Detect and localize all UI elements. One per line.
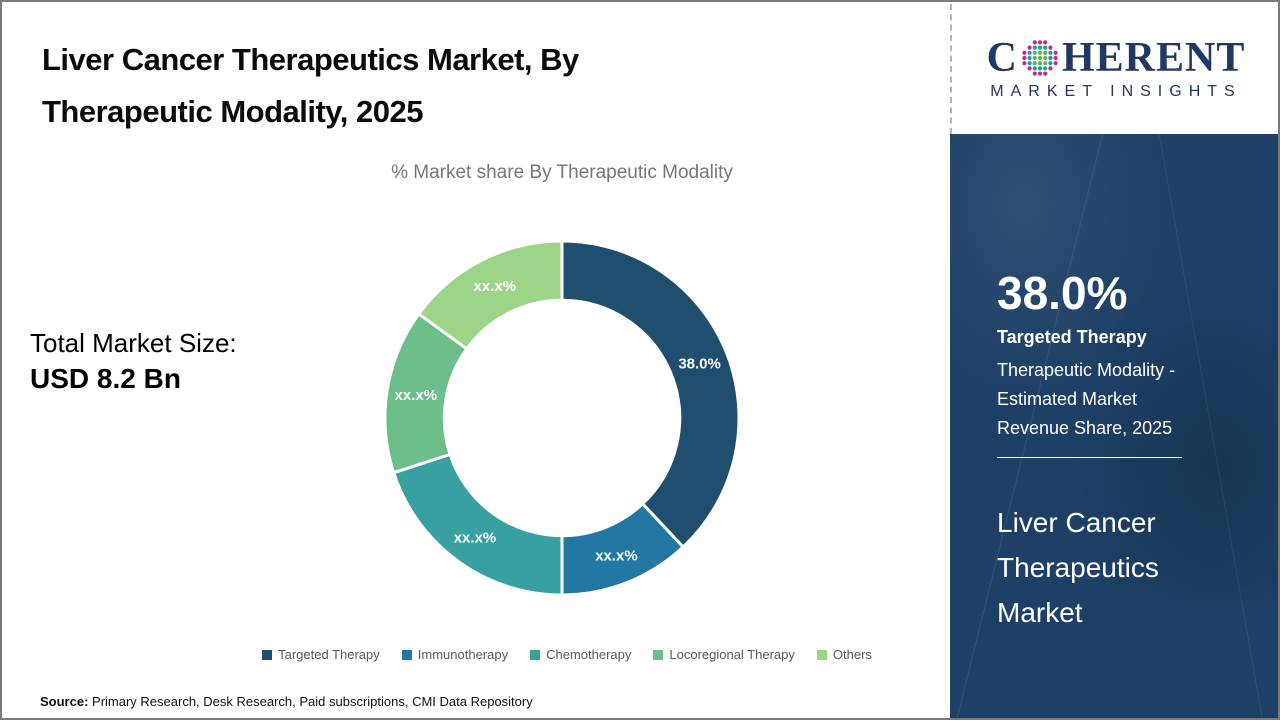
donut-chart: 38.0% xx.x% xx.x% xx.x% xx.x% [367,223,757,613]
segment-data-label: xx.x% [454,530,497,547]
source-line: Source: Primary Research, Desk Research,… [40,694,533,709]
globe-dot [1022,50,1027,55]
globe-dot [1048,66,1053,71]
company-logo: C HERENT MARKET INSIGHTS [950,4,1278,134]
globe-dot [1027,61,1032,66]
legend-swatch [653,649,664,660]
globe-dot [1037,55,1043,61]
globe-dot [1032,40,1037,45]
total-market-size-block: Total Market Size: USD 8.2 Bn [30,326,237,398]
segment-data-label: xx.x% [395,387,438,404]
globe-dot [1022,61,1027,66]
segment-data-label: xx.x% [474,278,517,295]
source-text: Primary Research, Desk Research, Paid su… [88,694,533,709]
globe-dot [1053,50,1058,55]
globe-dot [1053,55,1058,61]
segment-data-label: xx.x% [595,548,638,565]
globe-dot [1032,61,1037,66]
highlight-stat-value: 38.0% [997,267,1128,319]
total-market-size-label: Total Market Size: [30,328,237,358]
globe-dot [1048,55,1053,61]
globe-dot [1027,66,1032,71]
report-market-name: Liver Cancer Therapeutics Market [997,507,1159,628]
donut-segment-others [416,239,564,351]
legend-swatch [401,649,412,660]
legend-swatch [262,649,273,660]
logo-letter-c: C [986,35,1018,81]
globe-dot [1027,45,1032,50]
globe-dot [1037,61,1043,66]
page-title: Liver Cancer Therapeutics Market, By The… [42,42,579,129]
donut-segment-chemotherapy [391,452,564,597]
globe-dot [1043,66,1048,71]
highlight-stat-title: Targeted Therapy [997,327,1147,347]
legend-label: Targeted Therapy [278,647,380,662]
map-texture [950,134,1180,414]
highlight-stat-description: Therapeutic Modality - Estimated Market … [997,360,1176,438]
donut-chart-svg: 38.0% xx.x% xx.x% xx.x% xx.x% [383,239,741,597]
globe-dot [1022,55,1027,61]
legend-label: Locoregional Therapy [669,647,795,662]
legend-label: Others [832,647,872,662]
logo-wordmark: C HERENT [987,37,1246,79]
donut-segment-targeted-therapy [560,239,741,550]
total-market-size-value: USD 8.2 Bn [30,363,181,394]
globe-dot [1032,55,1037,61]
globe-dot [1032,50,1037,55]
legend-item-locoregional-therapy: Locoregional Therapy [653,647,795,662]
legend-item-others: Others [816,647,872,662]
globe-dots-icon [1022,40,1058,76]
highlight-sidebar: 38.0% Targeted Therapy Therapeutic Modal… [950,134,1278,718]
segment-data-label: 38.0% [678,356,721,373]
globe-dot [1027,50,1032,55]
divider-line [997,457,1182,458]
map-texture [1060,260,1278,600]
legend-label: Chemotherapy [546,647,632,662]
legend-item-targeted-therapy: Targeted Therapy [262,647,380,662]
globe-dot [1048,45,1053,50]
globe-dot [1043,45,1048,50]
source-label: Source: [40,694,89,709]
chart-subtitle: % Market share By Therapeutic Modality [391,162,733,183]
globe-dot [1043,40,1048,45]
legend-swatch [530,649,541,660]
globe-dot [1043,55,1048,61]
globe-dot [1037,40,1043,45]
globe-dot [1032,45,1037,50]
globe-dot [1043,50,1048,55]
legend-item-immunotherapy: Immunotherapy [401,647,509,662]
globe-dot [1032,66,1037,71]
globe-dot [1053,61,1058,66]
globe-dot [1048,50,1053,55]
globe-dot [1043,71,1048,76]
legend-label: Immunotherapy [417,647,509,662]
globe-dot [1032,71,1037,76]
globe-dot [1037,45,1043,50]
globe-dot [1037,71,1043,76]
globe-dot [1048,61,1053,66]
legend-item-chemotherapy: Chemotherapy [530,647,631,662]
globe-dot [1037,50,1043,55]
logo-subtitle: MARKET INSIGHTS [990,83,1242,100]
globe-dot [1043,61,1048,66]
logo-word-herent: HERENT [1061,35,1246,81]
chart-legend: Targeted Therapy Immunotherapy Chemotherap… [152,647,982,662]
globe-dot [1027,55,1032,61]
legend-swatch [816,649,827,660]
globe-dot [1037,66,1043,71]
